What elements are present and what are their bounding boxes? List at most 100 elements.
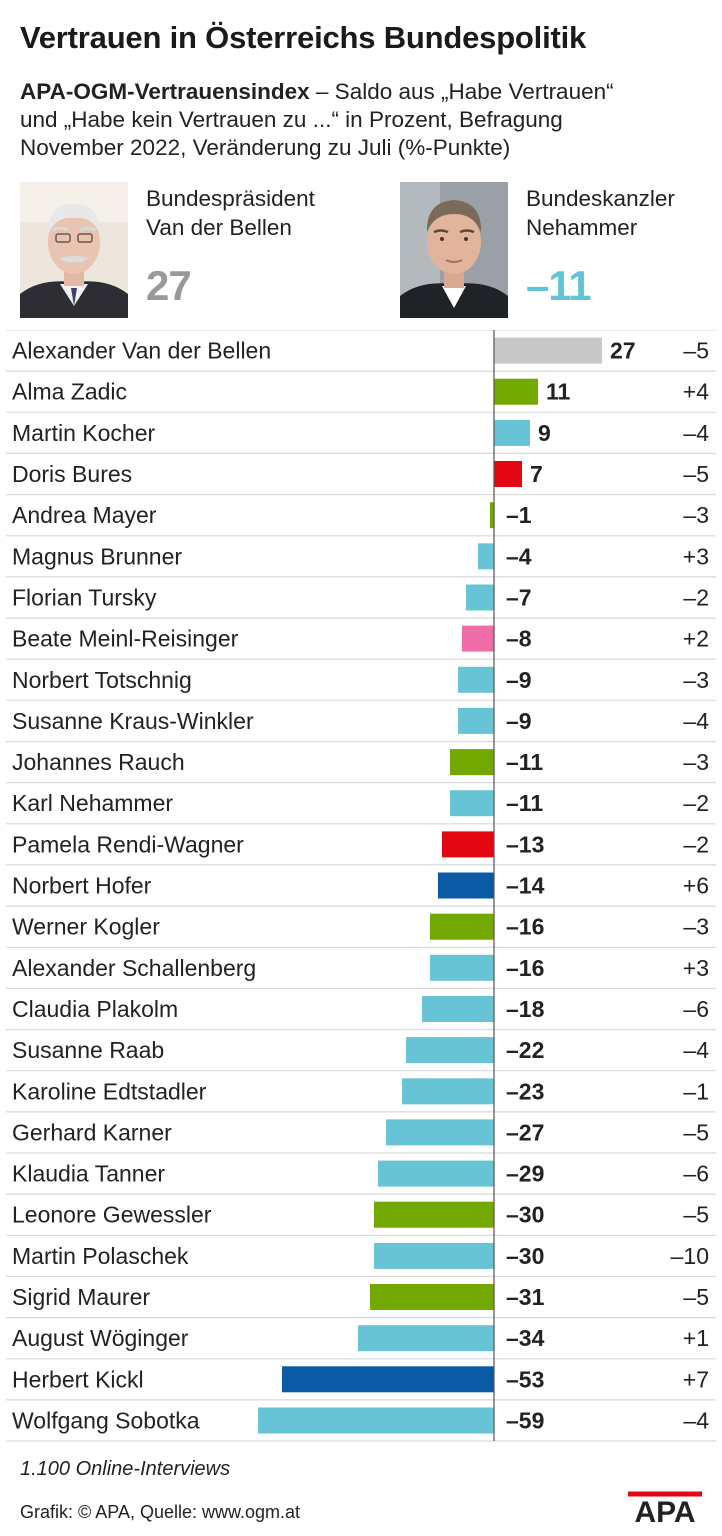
change-label: +7: [683, 1366, 709, 1392]
change-label: –4: [683, 420, 709, 446]
bar: [494, 419, 530, 446]
category-label: Werner Kogler: [12, 914, 160, 940]
category-label: Beate Meinl-Reisinger: [12, 626, 239, 652]
category-label: Karl Nehammer: [12, 790, 173, 816]
portrait-nehammer: [400, 182, 508, 318]
bar: [374, 1201, 494, 1228]
category-label: Leonore Gewessler: [12, 1202, 212, 1228]
category-label: Johannes Rauch: [12, 749, 185, 775]
bar: [458, 707, 494, 734]
value-label: –59: [506, 1408, 544, 1434]
highlight-role-nehammer: Bundeskanzler Nehammer: [526, 184, 675, 242]
category-label: Claudia Plakolm: [12, 996, 178, 1022]
change-label: –6: [683, 996, 709, 1022]
source-credit: Grafik: © APA, Quelle: www.ogm.at: [20, 1502, 301, 1522]
change-label: –6: [683, 1161, 709, 1187]
bar: [494, 461, 522, 487]
value-label: 27: [610, 338, 636, 364]
bar: [430, 913, 494, 940]
change-label: –5: [683, 1202, 709, 1228]
change-label: –3: [683, 502, 709, 528]
value-label: –9: [506, 667, 532, 693]
highlight-role-line-1: Bundeskanzler: [526, 186, 675, 211]
category-label: Herbert Kickl: [12, 1366, 144, 1392]
category-label: Andrea Mayer: [12, 502, 157, 528]
change-label: –3: [683, 914, 709, 940]
bar: [462, 625, 494, 652]
highlight-role-van-der-bellen: Bundespräsident Van der Bellen: [146, 184, 315, 242]
footnote: 1.100 Online-Interviews: [20, 1458, 231, 1480]
bar: [358, 1325, 494, 1352]
bar: [422, 996, 494, 1022]
change-label: +1: [683, 1325, 709, 1351]
category-label: Magnus Brunner: [12, 543, 182, 569]
bar: [402, 1078, 494, 1105]
subtitle-line-1: – Saldo aus „Habe Vertrauen“: [315, 79, 614, 104]
chart-title: Vertrauen in Österreichs Bundespolitik: [20, 20, 587, 55]
category-label: Sigrid Maurer: [12, 1284, 150, 1310]
value-label: –27: [506, 1119, 544, 1145]
value-label: –23: [506, 1078, 544, 1104]
value-label: –14: [506, 873, 545, 899]
value-label: –30: [506, 1243, 544, 1269]
category-label: Martin Kocher: [12, 420, 156, 446]
change-label: –2: [683, 585, 709, 611]
value-label: 9: [538, 420, 551, 446]
value-label: –16: [506, 914, 544, 940]
change-label: –5: [683, 1284, 709, 1310]
category-label: Wolfgang Sobotka: [12, 1408, 200, 1434]
value-label: –11: [506, 749, 543, 775]
value-label: 11: [546, 379, 571, 405]
subtitle-line-2: und „Habe kein Vertrauen zu ...“ in Proz…: [20, 107, 563, 132]
change-label: +3: [683, 543, 709, 569]
change-label: +2: [683, 626, 709, 652]
highlight-value-van-der-bellen: 27: [146, 262, 192, 309]
value-label: 7: [530, 461, 543, 487]
apa-logo: APA: [628, 1491, 702, 1526]
change-label: +6: [683, 873, 709, 899]
change-label: +3: [683, 955, 709, 981]
bar: [370, 1284, 494, 1310]
bar: [478, 543, 494, 570]
value-label: –34: [506, 1325, 545, 1351]
category-label: Alexander Schallenberg: [12, 955, 256, 981]
category-label: Klaudia Tanner: [12, 1161, 165, 1187]
value-label: –4: [506, 543, 532, 569]
value-label: –31: [506, 1284, 545, 1310]
bar: [466, 584, 494, 611]
highlight-value-nehammer: –11: [526, 262, 592, 309]
change-label: –5: [683, 461, 709, 487]
value-label: –53: [506, 1366, 544, 1392]
category-label: Gerhard Karner: [12, 1119, 172, 1145]
chart-subtitle: APA-OGM-Vertrauensindex – Saldo aus „Hab…: [20, 78, 710, 162]
bar: [378, 1160, 494, 1187]
value-label: –8: [506, 626, 532, 652]
bar: [386, 1119, 494, 1146]
bar: [406, 1037, 494, 1064]
change-label: –10: [671, 1243, 709, 1269]
change-label: –2: [683, 831, 709, 857]
change-label: –4: [683, 1037, 709, 1063]
category-label: August Wöginger: [12, 1325, 189, 1351]
value-label: –11: [506, 790, 543, 816]
subtitle-index-name: APA-OGM-Vertrauensindex: [20, 79, 310, 104]
category-label: Susanne Kraus-Winkler: [12, 708, 254, 734]
change-label: –1: [683, 1078, 709, 1104]
logo-text: APA: [634, 1496, 695, 1526]
change-label: +4: [683, 379, 709, 405]
bar: [450, 749, 494, 776]
category-label: Pamela Rendi-Wagner: [12, 831, 244, 857]
bar: [458, 666, 494, 693]
change-label: –5: [683, 1119, 709, 1145]
value-label: –13: [506, 831, 544, 857]
value-label: –1: [506, 502, 532, 528]
category-label: Alexander Van der Bellen: [12, 338, 271, 364]
highlight-role-line-2: Nehammer: [526, 215, 638, 240]
value-label: –18: [506, 996, 545, 1022]
bar: [374, 1242, 494, 1269]
change-label: –3: [683, 667, 709, 693]
bar: [430, 954, 494, 981]
value-label: –22: [506, 1037, 544, 1063]
bar: [494, 337, 602, 364]
highlight-role-line-2: Van der Bellen: [146, 215, 292, 240]
